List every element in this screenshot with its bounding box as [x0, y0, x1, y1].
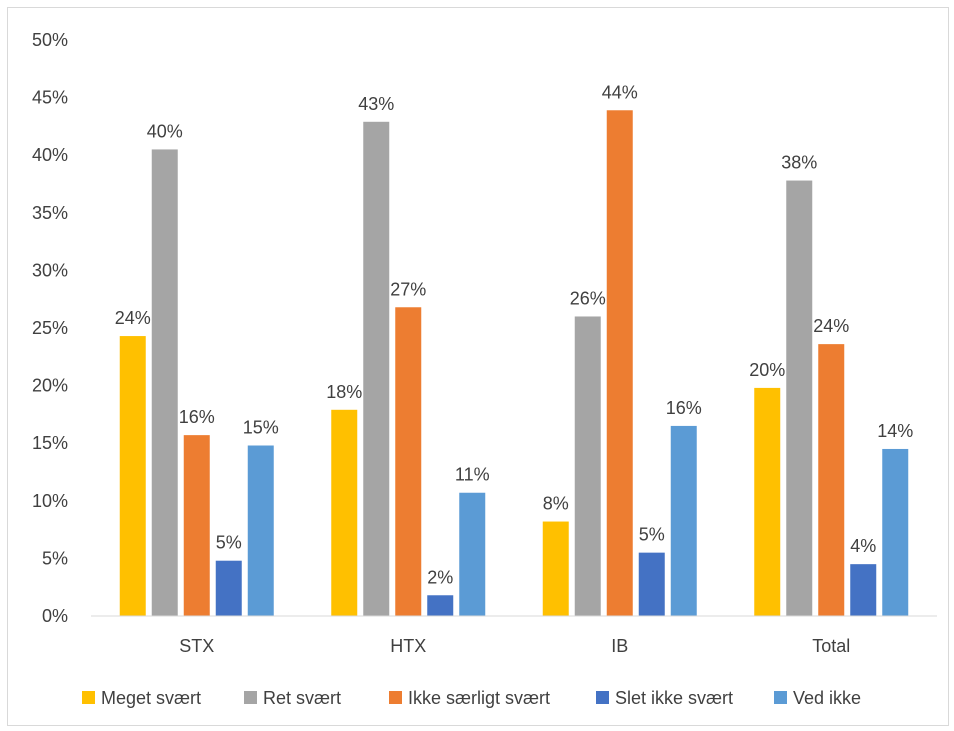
data-label: 26% [570, 288, 606, 308]
bar-htx-series-2 [395, 307, 422, 616]
y-tick-label: 30% [32, 260, 68, 280]
y-tick-label: 25% [32, 318, 68, 338]
y-tick-label: 45% [32, 88, 68, 108]
bar-ib-series-2 [606, 110, 633, 616]
y-tick-label: 50% [32, 30, 68, 50]
data-label: 14% [877, 421, 913, 441]
bar-htx-series-0 [331, 409, 358, 616]
data-label: 11% [455, 465, 490, 485]
bar-htx-series-1 [363, 121, 390, 617]
legend-label: Meget svært [101, 688, 201, 708]
data-label: 24% [813, 316, 849, 336]
legend-label: Ret svært [263, 688, 341, 708]
bar-ib-series-4 [670, 425, 697, 616]
x-category-label: Total [812, 636, 850, 656]
x-category-label: HTX [390, 636, 426, 656]
data-label: 16% [666, 398, 702, 418]
data-label: 5% [216, 533, 242, 553]
y-tick-label: 20% [32, 376, 68, 396]
bar-stx-series-0 [119, 336, 146, 616]
data-label: 27% [390, 279, 426, 299]
x-axis-category-labels: STX HTX IB Total [179, 636, 850, 656]
bar-total-series-4 [882, 448, 909, 616]
data-label: 8% [543, 494, 569, 514]
legend-label: Ikke særligt svært [408, 688, 550, 708]
y-tick-label: 40% [32, 145, 68, 165]
bar-total-series-0 [754, 387, 781, 616]
legend-swatch [596, 691, 609, 704]
data-label: 40% [147, 121, 183, 141]
y-tick-label: 35% [32, 203, 68, 223]
data-label: 43% [358, 94, 394, 114]
legend-label: Slet ikke svært [615, 688, 733, 708]
y-axis-tick-labels: 0% 5% 10% 15% 20% 25% 30% 35% 40% 45% 50% [32, 30, 68, 626]
bar-htx-series-4 [459, 492, 486, 616]
bar-stx-series-3 [215, 560, 242, 616]
data-label: 4% [850, 536, 876, 556]
legend-swatch [389, 691, 402, 704]
data-label: 20% [749, 360, 785, 380]
chart-bars [119, 110, 909, 617]
y-tick-label: 15% [32, 433, 68, 453]
bar-stx-series-4 [247, 445, 274, 616]
data-label: 15% [243, 418, 279, 438]
bar-total-series-2 [818, 344, 845, 616]
legend-swatch [774, 691, 787, 704]
legend-swatch [82, 691, 95, 704]
bar-stx-series-2 [183, 435, 210, 616]
bar-ib-series-3 [638, 552, 665, 616]
x-category-label: IB [611, 636, 628, 656]
legend-swatch [244, 691, 257, 704]
bar-total-series-3 [850, 564, 877, 616]
bar-total-series-1 [786, 180, 813, 616]
y-tick-label: 10% [32, 491, 68, 511]
data-label: 44% [602, 82, 638, 102]
data-label: 24% [115, 308, 151, 328]
y-tick-label: 0% [42, 606, 68, 626]
data-label: 2% [427, 567, 453, 587]
data-label: 38% [781, 153, 817, 173]
chart-legend: Meget svært Ret svært Ikke særligt svært Sl… [82, 688, 861, 708]
chart-data-labels: 24% 40% 16% 5% 15% 18% 43% 27% 2% 11% 8% 26% 44% 5% 16… [115, 82, 914, 587]
legend-label: Ved ikke [793, 688, 861, 708]
bar-ib-series-0 [542, 521, 569, 616]
data-label: 5% [639, 525, 665, 545]
x-category-label: STX [179, 636, 214, 656]
data-label: 16% [179, 407, 215, 427]
data-label: 18% [326, 382, 362, 402]
bar-htx-series-3 [427, 595, 454, 616]
bar-stx-series-1 [151, 149, 178, 616]
bar-ib-series-1 [574, 316, 601, 616]
y-tick-label: 5% [42, 548, 68, 568]
